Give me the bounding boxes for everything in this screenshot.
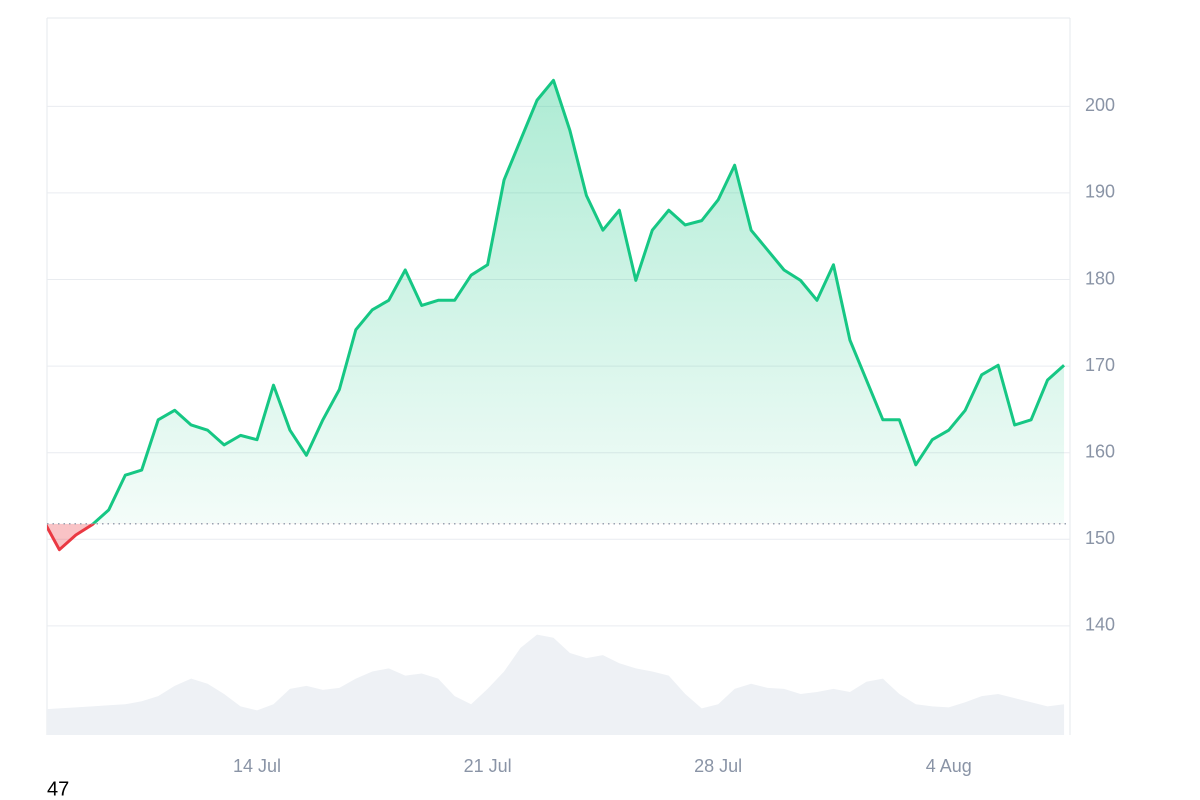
footer-text: 47 — [47, 778, 69, 800]
y-tick-label: 140 — [1085, 615, 1115, 635]
y-tick-label: 180 — [1085, 268, 1115, 288]
y-tick-label: 170 — [1085, 355, 1115, 375]
y-tick-label: 160 — [1085, 441, 1115, 461]
price-line — [90, 78, 1066, 524]
below-group — [47, 523, 96, 552]
y-tick-label: 190 — [1085, 182, 1115, 202]
above-group — [47, 78, 1066, 524]
volume-area — [47, 634, 1065, 735]
x-tick-label: 21 Jul — [464, 756, 512, 776]
x-tick-label: 14 Jul — [233, 756, 281, 776]
x-tick-label: 4 Aug — [926, 756, 972, 776]
y-tick-label: 200 — [1085, 95, 1115, 115]
y-tick-label: 150 — [1085, 528, 1115, 548]
x-tick-label: 28 Jul — [694, 756, 742, 776]
price-area — [47, 80, 1065, 524]
